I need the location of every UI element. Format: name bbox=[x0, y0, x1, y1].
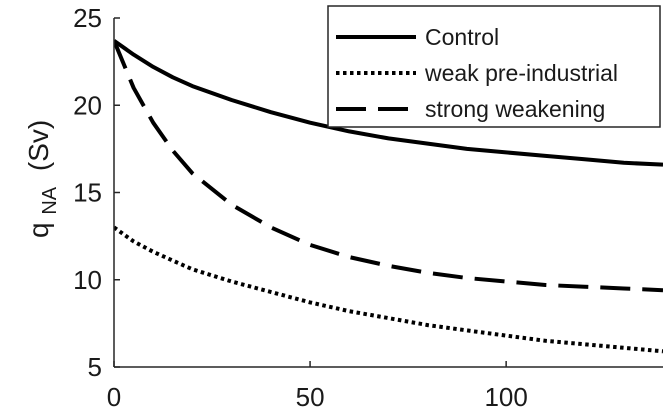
plot-area: 5 10 15 20 25 0 50 100 bbox=[73, 3, 663, 410]
y-axis-label-subscript: NA bbox=[39, 186, 61, 214]
legend-label: strong weakening bbox=[425, 96, 605, 122]
legend-label: weak pre-industrial bbox=[424, 60, 618, 86]
series-line-weak-pre-industrial bbox=[114, 225, 663, 354]
y-tick-label: 25 bbox=[73, 3, 102, 33]
y-axis-label: q NA (Sv) bbox=[23, 120, 62, 238]
y-axis-label-symbol: q bbox=[23, 222, 54, 238]
x-tick-label: 0 bbox=[107, 382, 121, 410]
y-tick-label: 15 bbox=[73, 178, 102, 208]
x-tick-label: 50 bbox=[296, 382, 325, 410]
series-line-strong-weakening bbox=[114, 39, 663, 293]
x-tick-label: 100 bbox=[484, 382, 527, 410]
y-tick-label: 5 bbox=[88, 352, 102, 382]
svg-text:q NA (Sv): q NA (Sv) bbox=[23, 120, 62, 238]
y-axis-label-unit: (Sv) bbox=[23, 120, 54, 171]
y-tick-label: 20 bbox=[73, 90, 102, 120]
series-line-control bbox=[114, 39, 663, 167]
legend-label: Control bbox=[425, 24, 499, 50]
legend-box bbox=[327, 5, 661, 128]
legend: Control weak pre-industrial strong weakeni… bbox=[327, 5, 661, 128]
y-tick-label: 10 bbox=[73, 265, 102, 295]
